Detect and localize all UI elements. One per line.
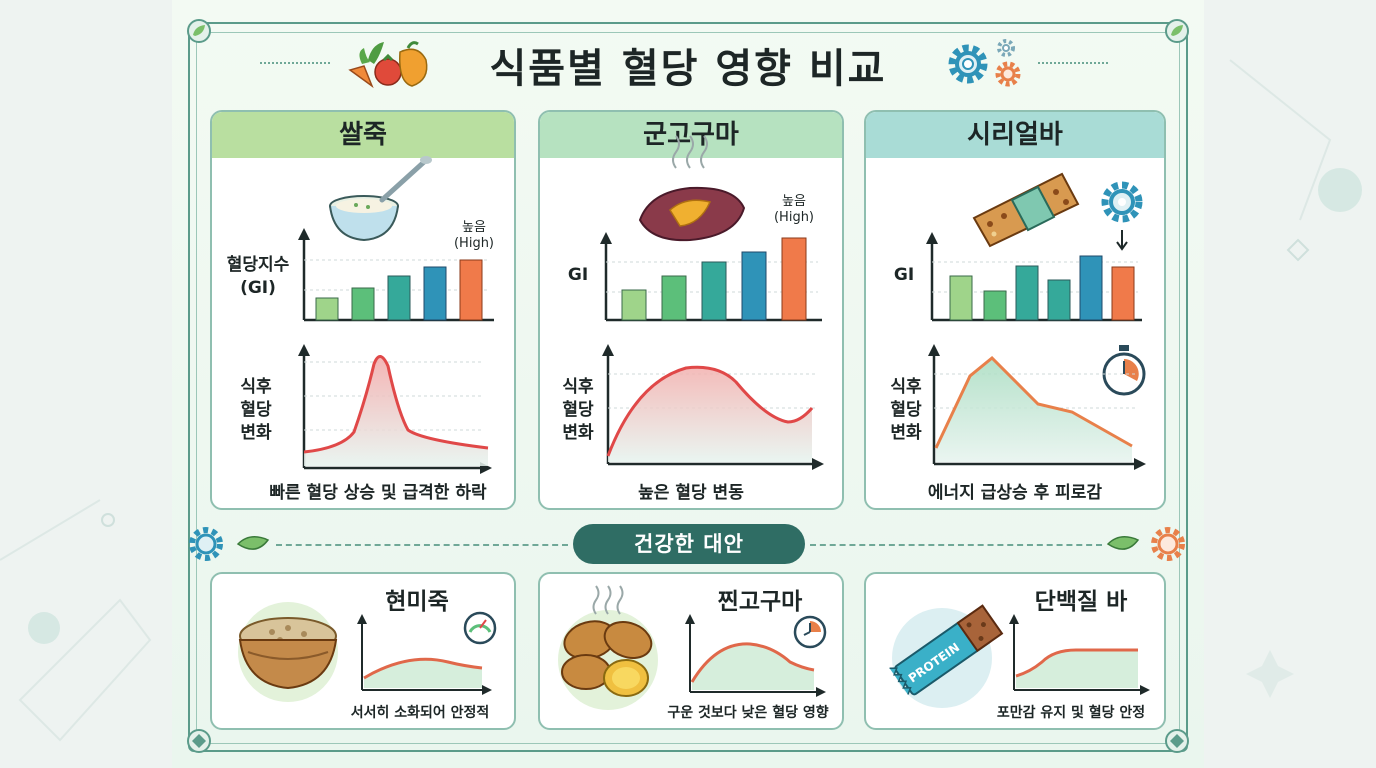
title-divider bbox=[1038, 62, 1108, 64]
divider-line bbox=[810, 544, 1102, 546]
panel-caption: 빠른 혈당 상승 및 급격한 하락 bbox=[269, 483, 487, 503]
alternatives-banner: 건강한 대안 bbox=[573, 524, 805, 564]
alt-title: 단백질 바 bbox=[1034, 589, 1128, 615]
gi-axis-label: GI bbox=[893, 265, 915, 285]
panel-title: 시리얼바 bbox=[866, 112, 1164, 158]
gear-icon bbox=[1101, 181, 1143, 223]
leaf-corner-icon bbox=[1165, 19, 1189, 43]
gi-bar bbox=[351, 287, 375, 321]
gi-axis-label: 혈당지수 (GI) bbox=[226, 255, 290, 298]
diamond-corner-icon bbox=[1165, 729, 1189, 753]
vegetables-icon bbox=[348, 41, 428, 89]
page-title: 식품별 혈당 영향 비교 bbox=[489, 46, 887, 92]
leaf-icon bbox=[236, 536, 270, 550]
alt-title: 찐고구마 bbox=[717, 589, 803, 615]
gi-bar bbox=[1015, 265, 1039, 321]
protein-bar-graphics: PROTEIN bbox=[889, 604, 1150, 708]
rice-porridge-graphics bbox=[298, 156, 494, 474]
cereal-bar-icon bbox=[972, 172, 1080, 248]
curve-axis-label: 식후 혈당 변화 bbox=[890, 377, 922, 443]
clock-icon bbox=[793, 615, 827, 649]
brown-rice-bowl-icon bbox=[238, 617, 338, 690]
panel-roasted-sweet-potato: 군고구마 bbox=[538, 110, 844, 510]
panel-title: 쌀죽 bbox=[212, 112, 514, 158]
stable-curve-chart bbox=[685, 614, 826, 697]
blood-sugar-curve-chart bbox=[602, 344, 824, 470]
porridge-bowl-icon bbox=[329, 156, 432, 242]
alt-caption: 서서히 소화되어 안정적 bbox=[350, 705, 490, 721]
gi-bar bbox=[701, 261, 727, 321]
gi-bar bbox=[741, 251, 767, 321]
outer-frame bbox=[188, 22, 1188, 752]
leaf-corner-icon bbox=[187, 19, 211, 43]
flat-curve bbox=[1015, 648, 1138, 678]
title-divider bbox=[260, 62, 330, 64]
gi-bar bbox=[1111, 266, 1135, 321]
high-label: 높음 (High) bbox=[453, 220, 495, 251]
gi-bar bbox=[459, 259, 483, 321]
alt-caption: 포만감 유지 및 혈당 안정 bbox=[996, 705, 1146, 721]
panel-rice-porridge: 쌀죽 bbox=[210, 110, 516, 510]
curve-axis-label: 식후 혈당 변화 bbox=[240, 377, 272, 443]
panel-caption: 에너지 급상승 후 피로감 bbox=[927, 483, 1103, 503]
protein-bar-icon: PROTEIN bbox=[889, 604, 1004, 696]
gi-bar-chart bbox=[926, 232, 1142, 322]
gear-icon bbox=[1151, 527, 1185, 561]
gi-bar bbox=[621, 289, 647, 321]
alt-panel-steamed-sweet-potato: 찐고구마 구운 것보다 낮은 혈당 영향 bbox=[538, 572, 844, 730]
leaf-icon bbox=[1106, 536, 1140, 550]
steam-icon bbox=[592, 585, 624, 615]
alt-panel-protein-bar: PROTEIN 단백질 바 포만감 유지 및 혈당 안정 bbox=[864, 572, 1166, 730]
brown-rice-porridge-graphics bbox=[238, 602, 497, 702]
flat-curve-chart bbox=[1009, 614, 1150, 695]
gear-icon bbox=[189, 527, 223, 561]
gi-bar bbox=[661, 275, 687, 321]
inner-frame bbox=[196, 32, 1180, 744]
gi-axis-label: GI bbox=[567, 265, 589, 285]
blood-sugar-curve-chart bbox=[928, 344, 1146, 470]
roasted-sweet-potato-icon bbox=[638, 135, 746, 242]
gi-bar bbox=[423, 266, 447, 321]
gears-icon bbox=[948, 39, 1021, 87]
spike-curve bbox=[303, 355, 489, 454]
panel-caption: 높은 혈당 변동 bbox=[638, 483, 744, 503]
gi-bar bbox=[1047, 279, 1071, 321]
panel-cereal-bar: 시리얼바 bbox=[864, 110, 1166, 510]
stable-curve-chart bbox=[357, 614, 492, 695]
blood-sugar-curve-chart bbox=[298, 344, 492, 474]
gi-bar bbox=[781, 237, 807, 321]
gi-bar bbox=[949, 275, 973, 321]
energy-curve bbox=[934, 355, 1133, 449]
divider-line bbox=[276, 544, 568, 546]
gi-bar bbox=[315, 297, 339, 321]
steamed-sweet-potato-graphics bbox=[558, 585, 827, 710]
high-label: 높음 (High) bbox=[773, 194, 815, 225]
curve-axis-label: 식후 혈당 변화 bbox=[562, 377, 594, 443]
down-arrow-icon bbox=[1116, 230, 1128, 251]
variable-curve bbox=[606, 365, 814, 457]
stable-curve bbox=[363, 657, 483, 680]
gi-bar bbox=[983, 290, 1007, 321]
gi-bar bbox=[387, 275, 411, 321]
gi-bar bbox=[1079, 255, 1103, 321]
stable-curve bbox=[690, 642, 815, 683]
gi-bar-chart bbox=[298, 228, 494, 322]
infographic-poster: 식품별 혈당 영향 비교 쌀죽 bbox=[172, 0, 1204, 768]
gauge-icon bbox=[463, 611, 497, 645]
alt-title: 현미죽 bbox=[385, 589, 449, 615]
stopwatch-icon bbox=[1102, 345, 1146, 396]
diamond-corner-icon bbox=[187, 729, 211, 753]
alt-caption: 구운 것보다 낮은 혈당 영향 bbox=[667, 705, 829, 721]
roasted-sweet-potato-graphics bbox=[600, 135, 824, 470]
steamed-potatoes-icon bbox=[561, 620, 653, 697]
gi-bar-chart bbox=[600, 232, 822, 322]
cereal-bar-graphics bbox=[926, 172, 1146, 470]
alt-panel-brown-rice-porridge: 현미죽 서서히 소화되어 안정적 bbox=[210, 572, 516, 730]
